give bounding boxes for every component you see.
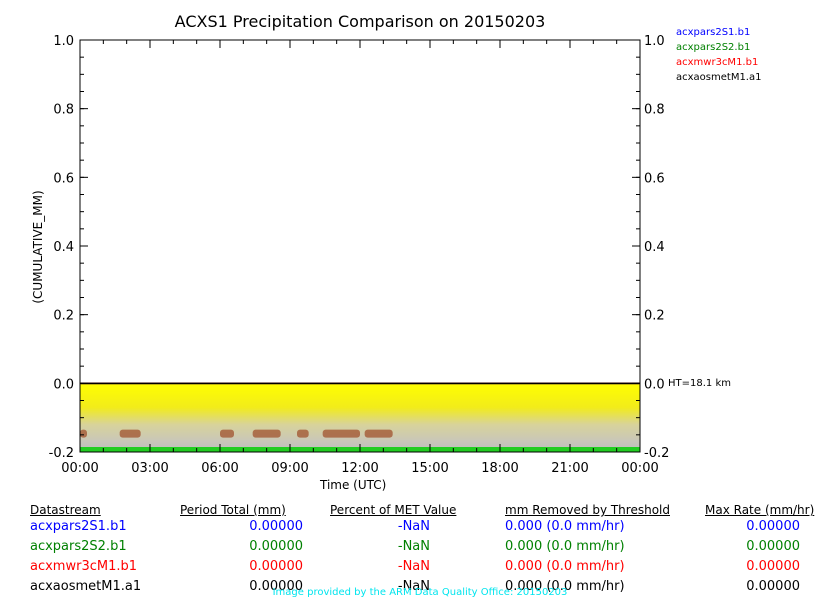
y-tick-label: 0.4 xyxy=(53,240,74,255)
credit-text: Image provided by the ARM Data Quality O… xyxy=(272,587,568,598)
y-tick-label: -0.2 xyxy=(49,446,74,461)
table-cell: 0.00000 xyxy=(746,519,800,534)
y-axis-label: (CUMULATIVE_MM) xyxy=(31,190,45,304)
table-cell: 0.000 (0.0 mm/hr) xyxy=(505,519,625,534)
y-tick-label-right: 0.8 xyxy=(644,103,665,118)
table-cell: 0.00000 xyxy=(249,579,303,594)
y-tick-label-right: 0.4 xyxy=(644,240,665,255)
y-tick-label: 0.6 xyxy=(53,171,74,186)
background-streak xyxy=(119,429,141,438)
y-tick-label-right: 1.0 xyxy=(644,34,665,49)
background-streak xyxy=(364,429,393,438)
table-cell: 0.00000 xyxy=(746,539,800,554)
legend-item: acxpars2S2.b1 xyxy=(676,42,751,53)
table-cell: 0.000 (0.0 mm/hr) xyxy=(505,539,625,554)
table-cell: acxpars2S2.b1 xyxy=(30,539,127,554)
x-tick-label: 12:00 xyxy=(341,461,378,476)
background-streak xyxy=(322,429,360,438)
height-label: HT=18.1 km xyxy=(668,378,731,389)
table-header: Percent of MET Value xyxy=(330,503,457,517)
background-streak xyxy=(220,429,234,438)
table-cell: 0.00000 xyxy=(746,559,800,574)
table-cell: -NaN xyxy=(397,579,430,594)
x-tick-label: 18:00 xyxy=(481,461,518,476)
chart-area: -0.2 0.0 0.2 0.4 0.6 0.8 1.0 -0.2 0.0 0.2 0.4 0.6 0.… xyxy=(49,34,670,476)
table-cell: -NaN xyxy=(397,539,430,554)
y-tick-label-right: 0.0 xyxy=(644,377,665,392)
table-cell: 0.000 (0.0 mm/hr) xyxy=(505,579,625,594)
x-tick-label: 06:00 xyxy=(201,461,238,476)
x-axis-label: Time (UTC) xyxy=(320,478,387,492)
x-tick-label: 09:00 xyxy=(271,461,308,476)
table-header: Period Total (mm) xyxy=(180,503,286,517)
table-cell: 0.00000 xyxy=(746,579,800,594)
table-cell: acxpars2S1.b1 xyxy=(30,519,127,534)
y-tick-label-right: 0.2 xyxy=(644,309,665,324)
background-streak xyxy=(252,429,281,438)
x-tick-label: 21:00 xyxy=(551,461,588,476)
x-tick-label: 00:00 xyxy=(621,461,658,476)
table-cell: 0.00000 xyxy=(249,559,303,574)
table-header: Max Rate (mm/hr) xyxy=(705,503,815,517)
x-tick-label: 03:00 xyxy=(131,461,168,476)
background-streak xyxy=(80,429,87,438)
y-tick-label: 0.0 xyxy=(53,377,74,392)
background-band xyxy=(80,383,640,452)
table-cell: 0.000 (0.0 mm/hr) xyxy=(505,559,625,574)
y-tick-label-right: 0.6 xyxy=(644,171,665,186)
table-cell: -NaN xyxy=(397,519,430,534)
table-cell: 0.00000 xyxy=(249,539,303,554)
table-header: Datastream xyxy=(30,503,101,517)
legend-item: acxpars2S1.b1 xyxy=(676,27,751,38)
x-tick-label: 15:00 xyxy=(411,461,448,476)
axis-ticks: -0.2 0.0 0.2 0.4 0.6 0.8 1.0 -0.2 0.0 0.2 0.4 0.6 0.… xyxy=(49,34,670,476)
y-tick-label: 0.8 xyxy=(53,103,74,118)
y-tick-label-right: -0.2 xyxy=(644,446,669,461)
legend-item: acxmwr3cM1.b1 xyxy=(676,57,759,68)
table-cell: acxmwr3cM1.b1 xyxy=(30,559,138,574)
y-tick-label: 1.0 xyxy=(53,34,74,49)
y-tick-label: 0.2 xyxy=(53,309,74,324)
chart-title: ACXS1 Precipitation Comparison on 201502… xyxy=(174,12,546,31)
radar-background-layer xyxy=(80,383,640,452)
table-cell: acxaosmetM1.a1 xyxy=(30,579,142,594)
background-streak xyxy=(297,429,309,438)
table-header: mm Removed by Threshold xyxy=(505,503,670,517)
table-cell: -NaN xyxy=(397,559,430,574)
table-cell: 0.00000 xyxy=(249,519,303,534)
legend-item: acxaosmetM1.a1 xyxy=(676,72,762,83)
x-tick-label: 00:00 xyxy=(61,461,98,476)
